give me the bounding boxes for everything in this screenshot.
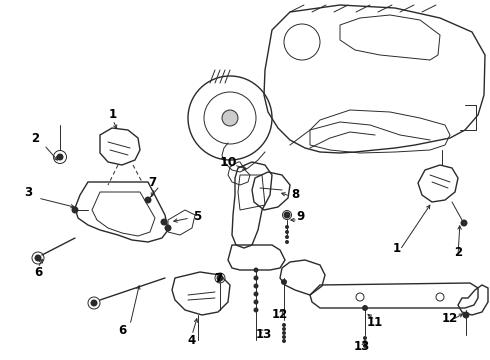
Circle shape <box>165 225 172 231</box>
Circle shape <box>282 327 286 331</box>
Circle shape <box>282 335 286 339</box>
Circle shape <box>217 274 223 282</box>
Circle shape <box>285 230 289 234</box>
Circle shape <box>253 292 259 297</box>
Text: 12: 12 <box>442 311 458 324</box>
Circle shape <box>72 207 78 213</box>
Circle shape <box>284 211 291 219</box>
Circle shape <box>285 240 289 244</box>
Circle shape <box>253 307 259 312</box>
Circle shape <box>463 311 469 319</box>
Text: 7: 7 <box>214 271 222 284</box>
Circle shape <box>282 323 286 327</box>
Circle shape <box>285 225 289 229</box>
Text: 4: 4 <box>188 333 196 346</box>
Text: 13: 13 <box>354 339 370 352</box>
Circle shape <box>281 279 287 285</box>
Circle shape <box>145 197 151 203</box>
Circle shape <box>253 284 259 288</box>
Text: 11: 11 <box>367 316 383 329</box>
Circle shape <box>91 300 98 306</box>
Circle shape <box>56 153 64 161</box>
Text: 7: 7 <box>148 176 156 189</box>
Circle shape <box>282 331 286 335</box>
Text: 6: 6 <box>34 266 42 279</box>
Circle shape <box>253 267 259 273</box>
Text: 2: 2 <box>31 131 39 144</box>
Circle shape <box>362 305 368 311</box>
Circle shape <box>461 220 467 226</box>
Circle shape <box>253 300 259 305</box>
Text: 9: 9 <box>296 211 304 224</box>
Text: 10: 10 <box>219 157 237 170</box>
Text: 3: 3 <box>24 186 32 199</box>
Text: 12: 12 <box>272 309 288 321</box>
Text: 2: 2 <box>454 247 462 260</box>
Circle shape <box>34 255 42 261</box>
Text: 1: 1 <box>393 242 401 255</box>
Text: 6: 6 <box>118 324 126 337</box>
Circle shape <box>285 235 289 239</box>
Circle shape <box>363 340 367 344</box>
Text: 13: 13 <box>256 328 272 341</box>
Circle shape <box>363 336 367 340</box>
Text: 1: 1 <box>109 108 117 122</box>
Circle shape <box>282 339 286 343</box>
Circle shape <box>363 344 367 348</box>
Text: 5: 5 <box>193 210 201 222</box>
Circle shape <box>161 219 168 225</box>
Text: 8: 8 <box>291 189 299 202</box>
Circle shape <box>222 110 238 126</box>
Circle shape <box>253 275 259 280</box>
